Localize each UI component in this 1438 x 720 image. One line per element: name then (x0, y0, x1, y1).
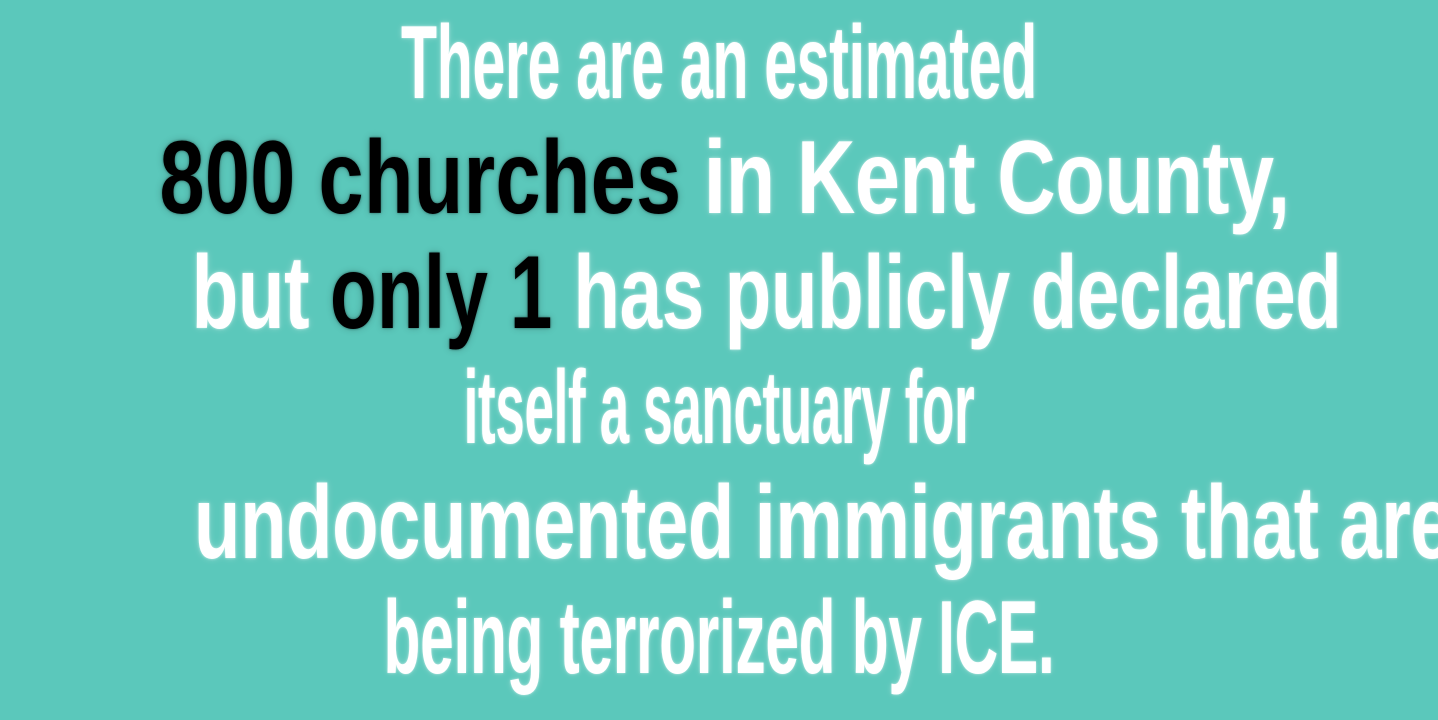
headline-line-3-suffix: has publicly declared (552, 235, 1342, 351)
headline-block: There are an estimated 800 churches in K… (159, 6, 1438, 696)
headline-line-2-text: in Kent County, (681, 120, 1290, 236)
headline-line-4-text: itself a sanctuary for (463, 350, 975, 466)
headline-line-4: itself a sanctuary for (354, 351, 1084, 466)
headline-emphasis-only-1: only 1 (330, 235, 553, 351)
headline-line-3: but only 1 has publicly declared (191, 235, 1342, 351)
headline-line-1-text: There are an estimated (401, 5, 1037, 121)
headline-line-6: being terrorized by ICE. (301, 581, 1136, 696)
headline-line-1: There are an estimated (311, 6, 1126, 121)
headline-emphasis-800-churches: 800 churches (159, 120, 682, 236)
headline-line-3-prefix: but (191, 235, 331, 351)
headline-line-2: 800 churches in Kent County, (159, 120, 1290, 236)
headline-line-6-text: being terrorized by ICE. (383, 580, 1055, 696)
headline-line-5: undocumented immigrants that are (194, 466, 1438, 581)
headline-line-5-text: undocumented immigrants that are (194, 465, 1438, 581)
